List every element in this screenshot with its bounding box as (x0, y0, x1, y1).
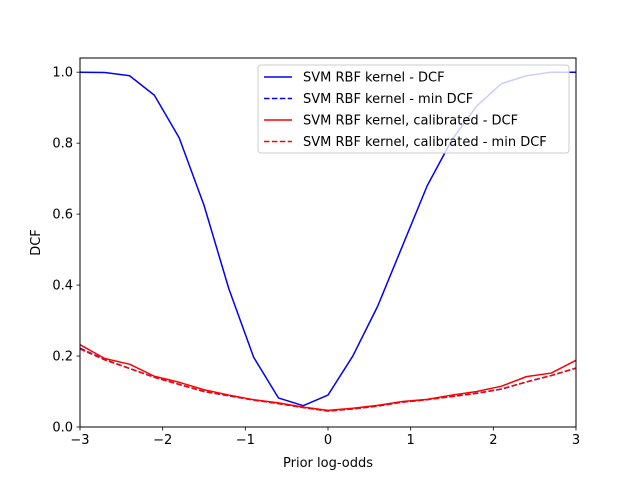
y-tick-label: 0.4 (52, 279, 73, 294)
legend-box (257, 64, 570, 154)
legend-label: SVM RBF kernel - DCF (303, 71, 445, 86)
y-axis-label: DCF (29, 229, 44, 256)
x-tick-label: −2 (153, 433, 172, 448)
y-tick-label: 0.8 (52, 137, 73, 152)
y-tick-label: 1.0 (52, 66, 73, 81)
legend-label: SVM RBF kernel - min DCF (303, 92, 473, 107)
y-tick-label: 0.6 (52, 208, 73, 223)
x-tick-label: −3 (70, 433, 89, 448)
y-tick-label: 0.0 (52, 421, 73, 436)
x-tick-label: 3 (572, 433, 580, 448)
legend: SVM RBF kernel - DCF SVM RBF kernel - min… (257, 64, 570, 154)
x-tick-label: 0 (324, 433, 332, 448)
x-axis-label: Prior log-odds (283, 456, 373, 471)
x-tick-label: 1 (407, 433, 415, 448)
x-tick-label: −1 (236, 433, 255, 448)
series-line-4 (79, 348, 577, 412)
ticks-layer: −3 −2 −1 0 1 2 3 0.0 0.2 0.4 0.6 0.8 1.0 (52, 66, 580, 448)
x-tick-label: 2 (489, 433, 497, 448)
y-tick-label: 0.2 (52, 350, 73, 365)
legend-label: SVM RBF kernel, calibrated - DCF (303, 114, 518, 129)
legend-label: SVM RBF kernel, calibrated - min DCF (303, 135, 547, 150)
